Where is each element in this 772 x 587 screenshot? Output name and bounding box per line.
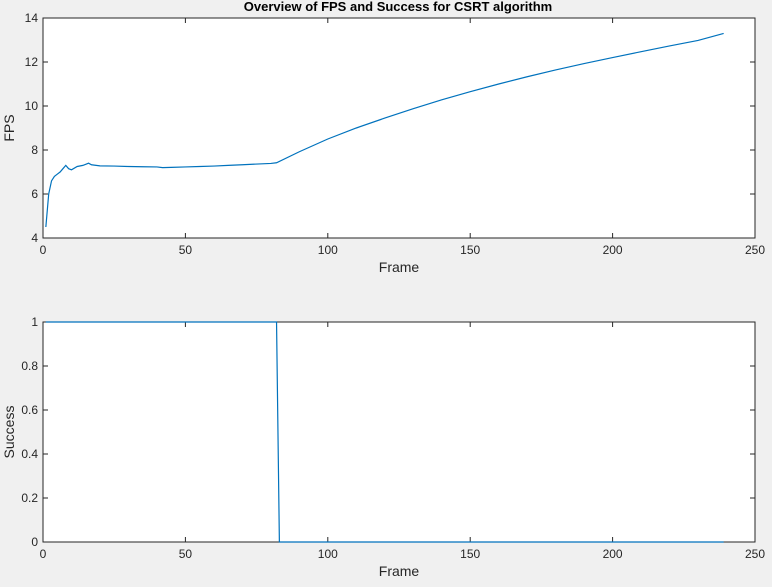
success-x-tick-label: 100: [318, 547, 338, 561]
success-y-tick-label: 0.8: [21, 359, 38, 373]
success-y-tick-label: 0.6: [21, 403, 38, 417]
fps-y-tick-label: 12: [25, 55, 39, 69]
fps-series-line: [45, 32, 724, 228]
success-x-tick-label: 0: [40, 547, 47, 561]
fps-y-axis-label: FPS: [1, 114, 17, 141]
success-x-tick-label: 250: [745, 547, 765, 561]
fps-axes: 0 50 100 150 200 250 4 6 8 10 12 14 Frame FPS: [1, 11, 765, 275]
fps-x-tick-label: 150: [460, 243, 480, 257]
success-y-tick-label: 0.2: [21, 491, 38, 505]
success-x-tick-label: 50: [179, 547, 193, 561]
success-y-axis-label: Success: [1, 406, 17, 459]
success-y-tick-label: 1: [31, 315, 38, 329]
success-axes: 0 50 100 150 200 250 0 0.2 0.4 0.6 0.8 1 Frame Succes…: [1, 315, 765, 579]
chart-title: Overview of FPS and Success for CSRT alg…: [244, 0, 552, 14]
success-y-tick-label: 0: [31, 535, 38, 549]
fps-y-tick-label: 10: [25, 99, 39, 113]
success-plot-area: [42, 321, 756, 543]
success-series-line: [45, 321, 724, 543]
success-x-tick-label: 200: [603, 547, 623, 561]
fps-y-tick-label: 14: [25, 11, 39, 25]
fps-x-tick-label: 250: [745, 243, 765, 257]
fps-y-tick-label: 8: [31, 143, 38, 157]
fps-x-tick-label: 0: [40, 243, 47, 257]
success-x-axis-label: Frame: [379, 563, 420, 579]
fps-x-tick-label: 200: [603, 243, 623, 257]
success-x-tick-label: 150: [460, 547, 480, 561]
fps-y-tick-label: 4: [31, 231, 38, 245]
fps-x-axis-label: Frame: [379, 259, 420, 275]
success-y-tick-label: 0.4: [21, 447, 38, 461]
fps-x-tick-label: 50: [179, 243, 193, 257]
fps-plot-area: [42, 17, 756, 239]
fps-x-tick-label: 100: [318, 243, 338, 257]
fps-y-tick-label: 6: [31, 187, 38, 201]
